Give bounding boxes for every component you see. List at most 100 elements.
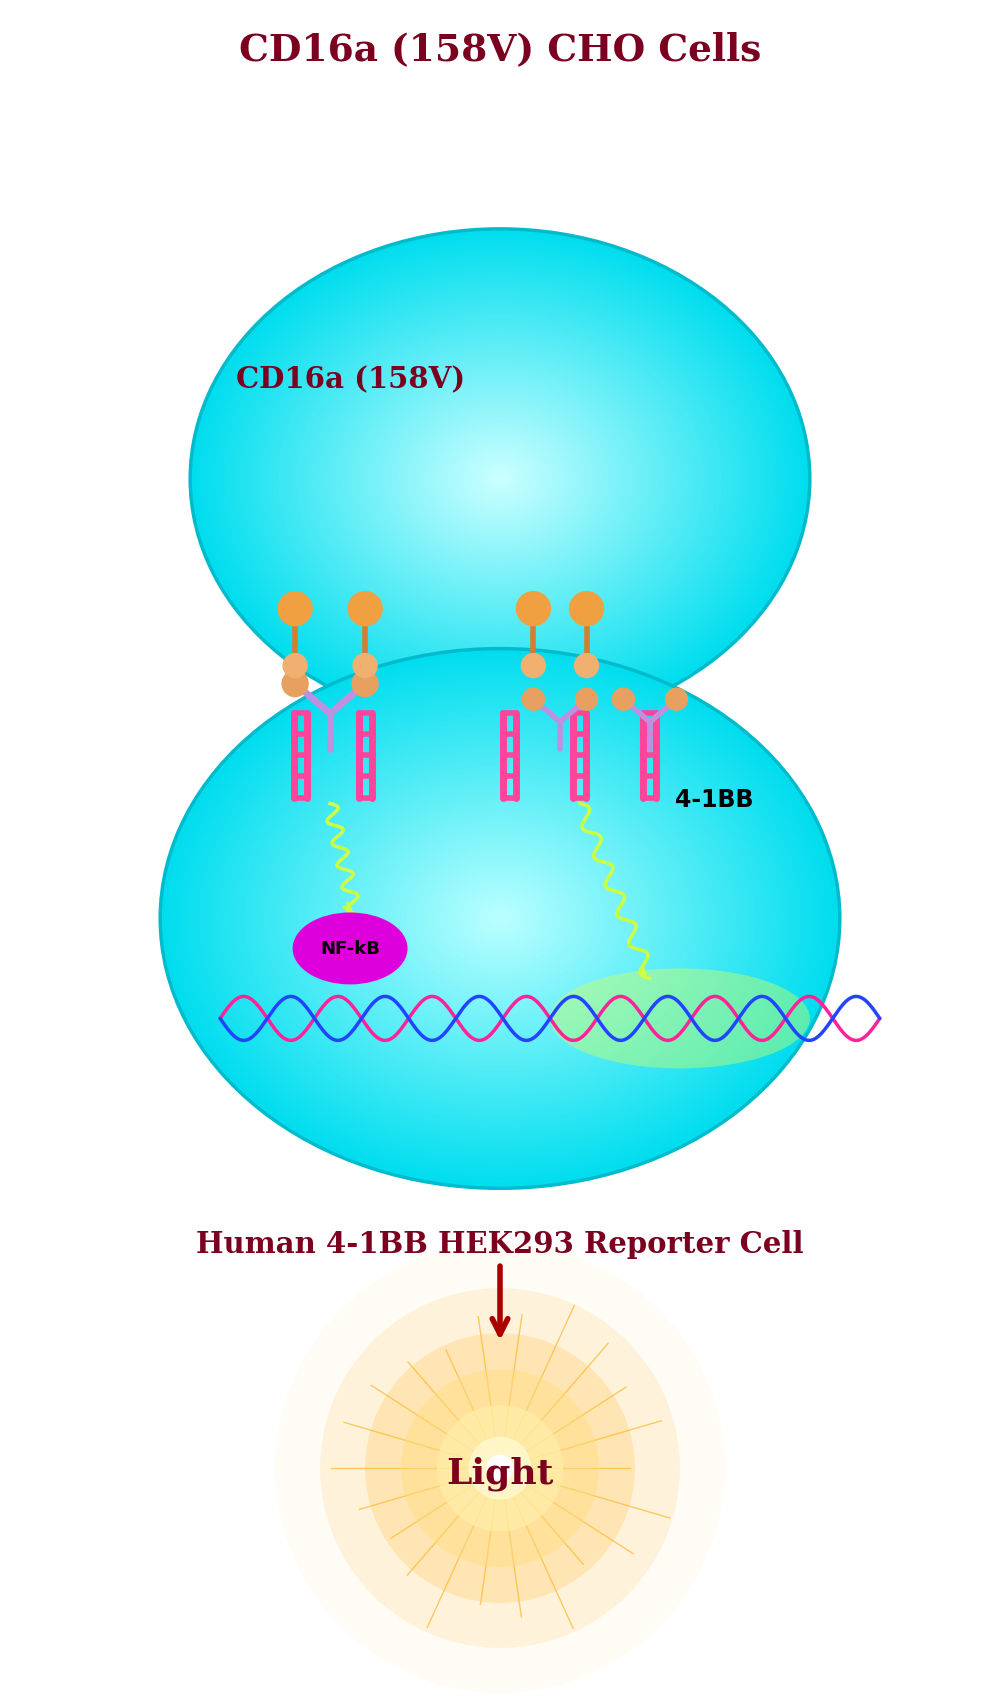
Ellipse shape (376, 380, 624, 579)
Ellipse shape (166, 654, 834, 1184)
Ellipse shape (206, 686, 794, 1153)
Ellipse shape (174, 661, 826, 1177)
Ellipse shape (392, 834, 608, 1004)
Ellipse shape (423, 418, 577, 542)
Ellipse shape (237, 267, 763, 691)
Ellipse shape (402, 401, 598, 559)
Ellipse shape (487, 469, 513, 489)
Ellipse shape (497, 917, 503, 920)
Text: Human 4-1BB HEK293 Reporter Cell: Human 4-1BB HEK293 Reporter Cell (196, 1229, 804, 1258)
Ellipse shape (460, 888, 540, 951)
Ellipse shape (398, 839, 602, 1000)
Ellipse shape (389, 391, 611, 569)
Circle shape (522, 689, 544, 711)
Ellipse shape (373, 818, 627, 1020)
Ellipse shape (449, 878, 551, 959)
Ellipse shape (474, 458, 526, 501)
Ellipse shape (183, 667, 817, 1170)
Ellipse shape (381, 384, 619, 576)
Ellipse shape (180, 666, 820, 1173)
Ellipse shape (458, 885, 542, 953)
Ellipse shape (486, 908, 514, 931)
Ellipse shape (319, 335, 681, 625)
Ellipse shape (293, 312, 707, 645)
Ellipse shape (206, 243, 794, 717)
Ellipse shape (343, 353, 657, 606)
Ellipse shape (353, 362, 647, 598)
Ellipse shape (412, 849, 588, 988)
Ellipse shape (257, 284, 743, 676)
Ellipse shape (438, 430, 562, 530)
Ellipse shape (278, 301, 722, 659)
Circle shape (353, 654, 377, 678)
Ellipse shape (435, 428, 565, 531)
Ellipse shape (312, 328, 688, 632)
Ellipse shape (255, 282, 745, 678)
Ellipse shape (418, 854, 582, 985)
Ellipse shape (177, 662, 823, 1175)
Ellipse shape (417, 413, 583, 547)
Ellipse shape (304, 321, 696, 637)
Ellipse shape (373, 377, 627, 581)
Ellipse shape (237, 710, 763, 1127)
Ellipse shape (361, 367, 639, 593)
Text: CD16a (158V): CD16a (158V) (236, 365, 465, 394)
Ellipse shape (477, 460, 523, 498)
Ellipse shape (279, 744, 721, 1094)
Ellipse shape (260, 285, 740, 672)
Ellipse shape (399, 399, 601, 560)
Circle shape (401, 1369, 599, 1567)
Ellipse shape (339, 791, 661, 1048)
Ellipse shape (189, 672, 811, 1167)
Ellipse shape (265, 290, 735, 669)
Ellipse shape (250, 277, 750, 681)
Ellipse shape (219, 253, 781, 706)
Text: 4-1BB: 4-1BB (675, 788, 753, 812)
Ellipse shape (426, 861, 574, 978)
Ellipse shape (299, 318, 701, 642)
Ellipse shape (421, 856, 579, 981)
Ellipse shape (397, 396, 603, 562)
Ellipse shape (191, 674, 809, 1163)
Ellipse shape (345, 355, 655, 604)
Ellipse shape (330, 784, 670, 1054)
Ellipse shape (314, 329, 686, 630)
Circle shape (348, 593, 382, 627)
Ellipse shape (379, 382, 621, 577)
Ellipse shape (394, 394, 606, 565)
Ellipse shape (288, 751, 712, 1087)
Ellipse shape (327, 340, 673, 618)
Ellipse shape (211, 689, 789, 1148)
Ellipse shape (463, 890, 537, 947)
Ellipse shape (448, 438, 552, 521)
Ellipse shape (336, 788, 664, 1049)
Ellipse shape (341, 793, 659, 1044)
Ellipse shape (200, 681, 800, 1156)
Ellipse shape (322, 778, 678, 1061)
Ellipse shape (201, 238, 799, 722)
Ellipse shape (211, 246, 789, 713)
Ellipse shape (446, 436, 554, 523)
Ellipse shape (226, 258, 774, 700)
Ellipse shape (367, 813, 633, 1024)
Ellipse shape (420, 414, 580, 543)
Ellipse shape (216, 251, 784, 708)
Ellipse shape (483, 905, 517, 932)
Ellipse shape (286, 307, 714, 652)
Ellipse shape (268, 292, 732, 667)
Ellipse shape (335, 346, 665, 613)
Ellipse shape (350, 358, 650, 599)
Ellipse shape (350, 800, 650, 1037)
Ellipse shape (443, 874, 557, 964)
Ellipse shape (485, 467, 515, 492)
Ellipse shape (322, 336, 678, 623)
Ellipse shape (252, 280, 748, 679)
Ellipse shape (195, 234, 805, 725)
Ellipse shape (213, 248, 787, 710)
Ellipse shape (464, 450, 536, 509)
Ellipse shape (309, 326, 691, 633)
Ellipse shape (193, 233, 807, 727)
Ellipse shape (256, 725, 744, 1112)
Ellipse shape (276, 742, 724, 1097)
Ellipse shape (306, 323, 694, 635)
